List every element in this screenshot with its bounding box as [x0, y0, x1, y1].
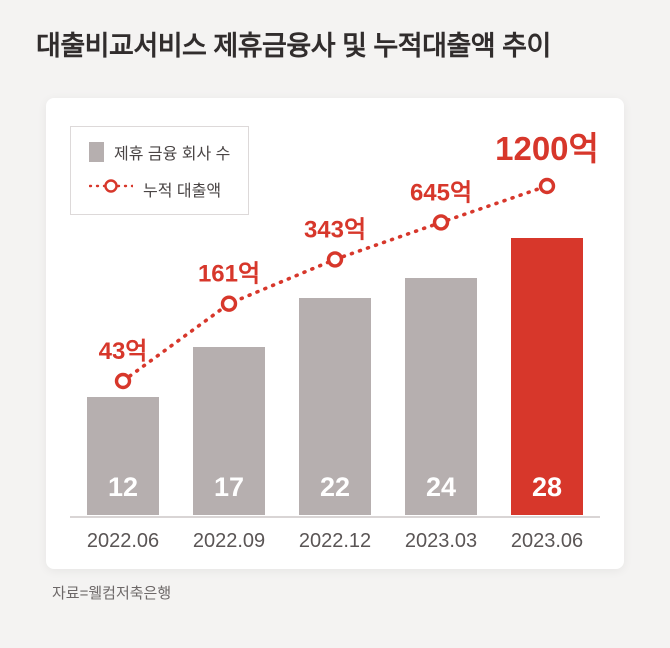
x-axis-label: 2023.03	[404, 530, 478, 553]
bar-value-label: 17	[213, 472, 245, 503]
x-axis-label: 2022.12	[298, 530, 372, 553]
legend-row-bar: 제휴 금융 회사 수	[89, 140, 230, 164]
bar-column: 22	[282, 118, 388, 516]
bar: 22	[299, 297, 371, 516]
x-axis-label: 2022.09	[192, 530, 266, 553]
bar-swatch-icon	[89, 142, 104, 163]
bar-value-label: 12	[107, 472, 139, 503]
bar-legend-label: 제휴 금융 회사 수	[114, 146, 231, 164]
page: { "page": { "title": "대출비교서비스 제휴금융사 및 누적…	[0, 30, 670, 648]
bar-value-label: 24	[425, 472, 457, 503]
bar-value-label: 28	[531, 472, 563, 503]
x-axis-label: 2023.06	[510, 530, 584, 553]
bar-column: 28	[494, 118, 600, 516]
bar: 17	[193, 347, 265, 516]
x-axis-line	[70, 516, 600, 519]
bar-column: 24	[388, 118, 494, 516]
bar-column: 12	[70, 118, 176, 516]
bar: 12	[87, 396, 159, 516]
legend: 제휴 금융 회사 수 누적 대출액	[70, 126, 250, 216]
bar: 24	[405, 277, 477, 516]
dashed-line-circle-icon	[88, 176, 135, 201]
source-note: 자료=웰컴저축은행	[52, 585, 172, 603]
legend-row-line: 누적 대출액	[88, 176, 230, 201]
x-axis-label: 2022.06	[86, 530, 160, 553]
line-legend-label: 누적 대출액	[143, 182, 222, 200]
chart-card: 제휴 금융 회사 수 누적 대출액 12 17 22 24 28 43억 161억 343억…	[46, 98, 624, 570]
page-title: 대출비교서비스 제휴금융사 및 누적대출액 추이	[36, 31, 551, 61]
x-axis-labels: 2022.06 2022.09 2022.12 2023.03 2023.06	[70, 530, 600, 553]
bar: 28	[511, 238, 583, 516]
bar-value-label: 22	[319, 472, 351, 503]
